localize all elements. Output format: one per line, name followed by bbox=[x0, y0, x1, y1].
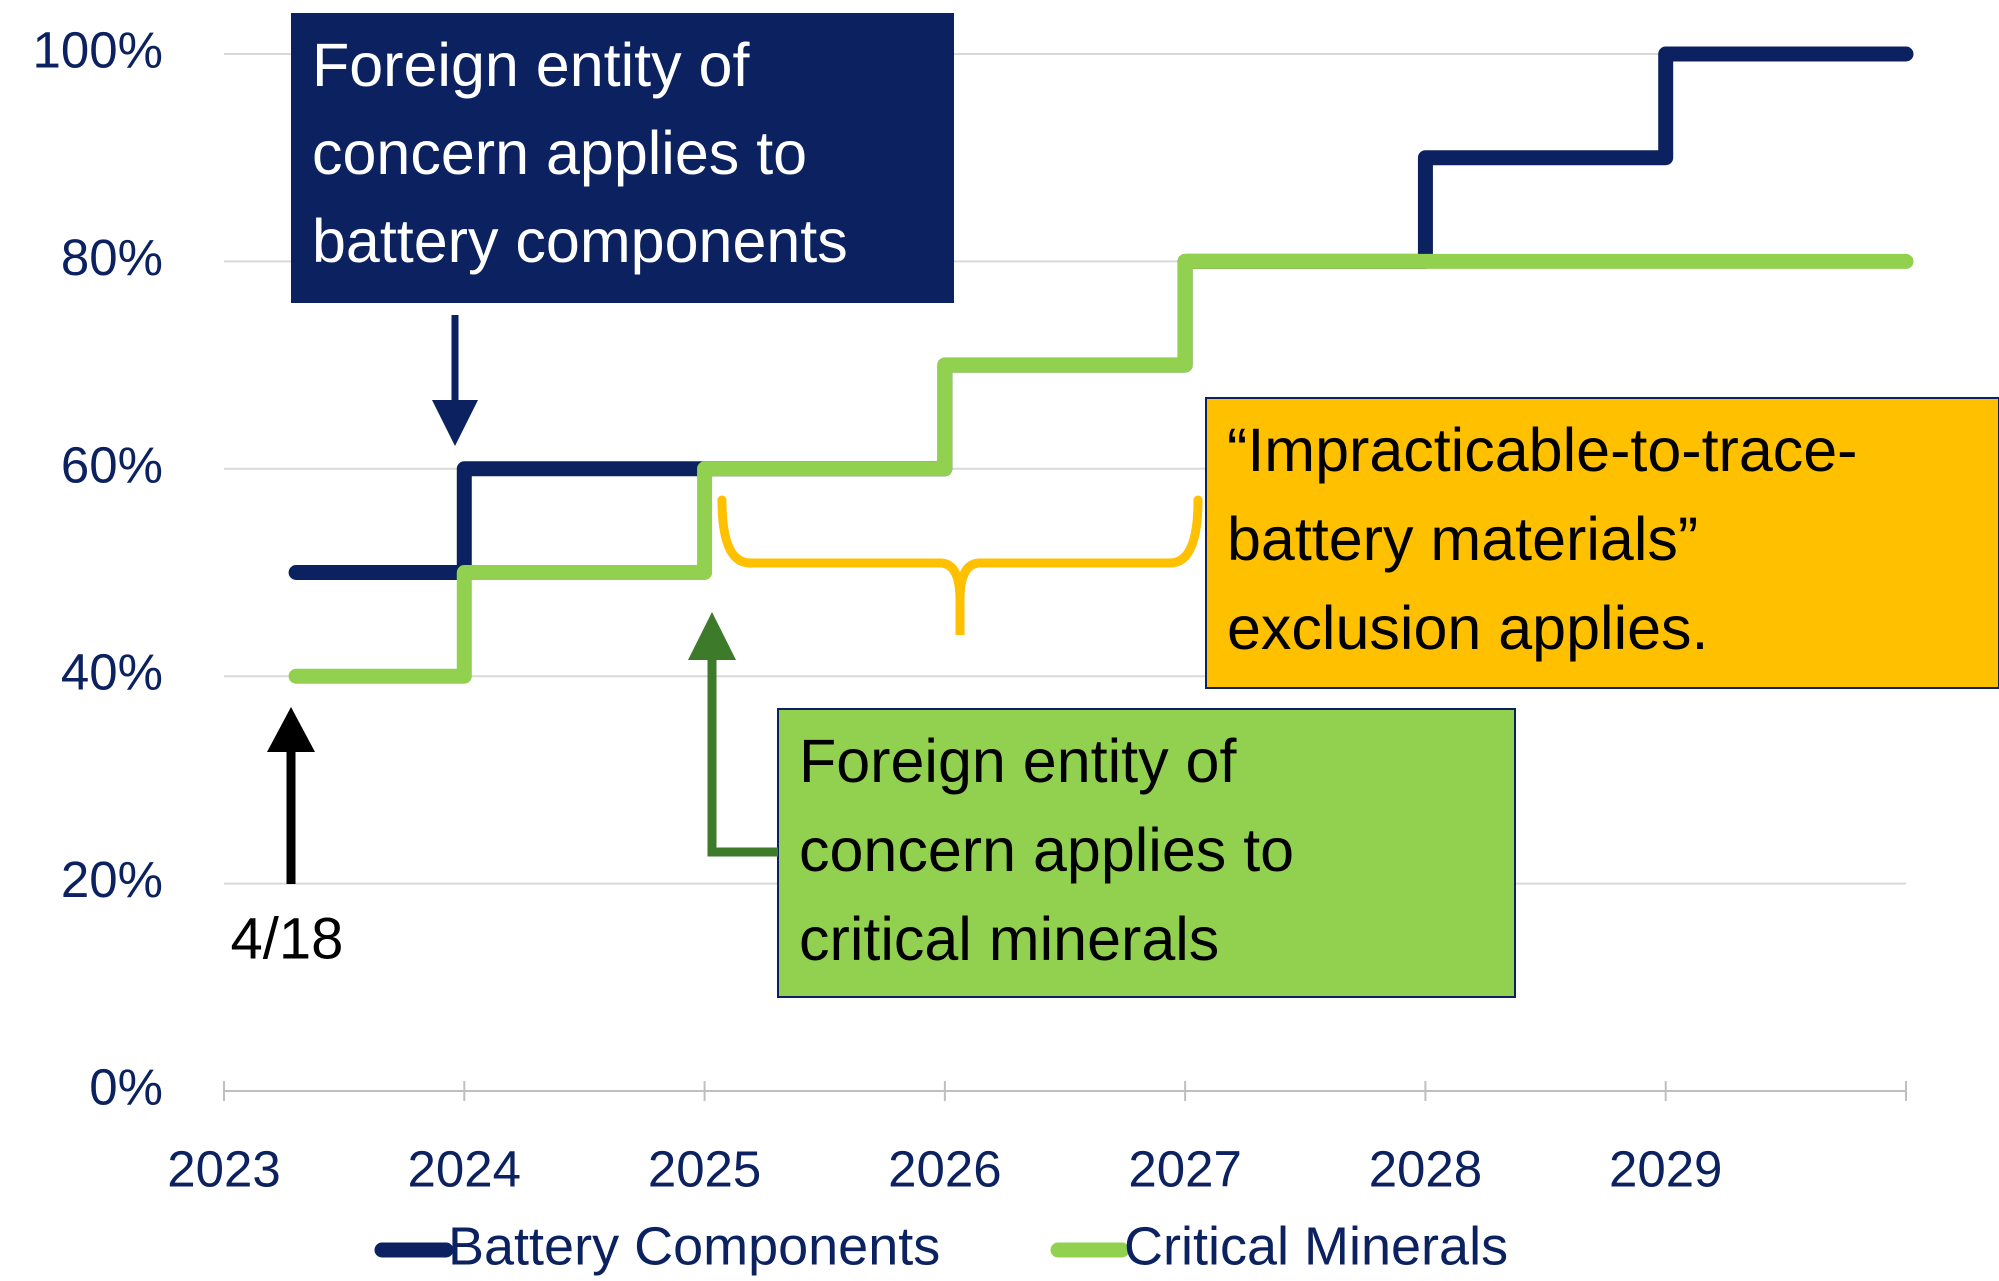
annotation-text: battery components bbox=[312, 207, 848, 275]
annotation-text: Foreign entity of bbox=[312, 31, 750, 99]
annotation-text: concern applies to bbox=[312, 119, 807, 187]
annotation-text: “Impracticable-to-trace- bbox=[1227, 416, 1858, 484]
legend-label: Critical Minerals bbox=[1124, 1216, 1508, 1276]
x-tick-label: 2025 bbox=[648, 1140, 761, 1197]
x-tick-label: 2026 bbox=[888, 1140, 1001, 1197]
annotation-text: battery materials” bbox=[1227, 505, 1698, 573]
y-tick-label: 0% bbox=[89, 1058, 163, 1115]
annotation-text: 4/18 bbox=[231, 906, 344, 971]
annotation-box bbox=[291, 13, 954, 303]
x-tick-label: 2024 bbox=[408, 1140, 521, 1197]
annotation-text: concern applies to bbox=[799, 816, 1294, 884]
y-tick-label: 60% bbox=[61, 436, 163, 493]
annotation-text: Foreign entity of bbox=[799, 727, 1237, 795]
y-tick-label: 20% bbox=[61, 851, 163, 908]
annotation-box bbox=[1205, 397, 1999, 689]
arrow-head bbox=[267, 707, 315, 752]
legend-label: Battery Components bbox=[448, 1216, 940, 1276]
annotation-box bbox=[777, 708, 1516, 998]
x-tick-label: 2028 bbox=[1369, 1140, 1482, 1197]
series-line bbox=[288, 253, 1914, 684]
y-tick-label: 100% bbox=[33, 21, 163, 78]
x-tick-label: 2027 bbox=[1128, 1140, 1241, 1197]
annotation-text: critical minerals bbox=[799, 905, 1219, 973]
brace bbox=[717, 495, 1203, 635]
y-tick-label: 80% bbox=[61, 229, 163, 286]
annotation-text: exclusion applies. bbox=[1227, 594, 1709, 662]
arrow-head bbox=[432, 400, 478, 446]
y-tick-label: 40% bbox=[61, 644, 163, 701]
arrow bbox=[707, 650, 778, 857]
x-tick-label: 2029 bbox=[1609, 1140, 1722, 1197]
x-tick-label: 2023 bbox=[167, 1140, 280, 1197]
arrow-head bbox=[688, 612, 736, 660]
